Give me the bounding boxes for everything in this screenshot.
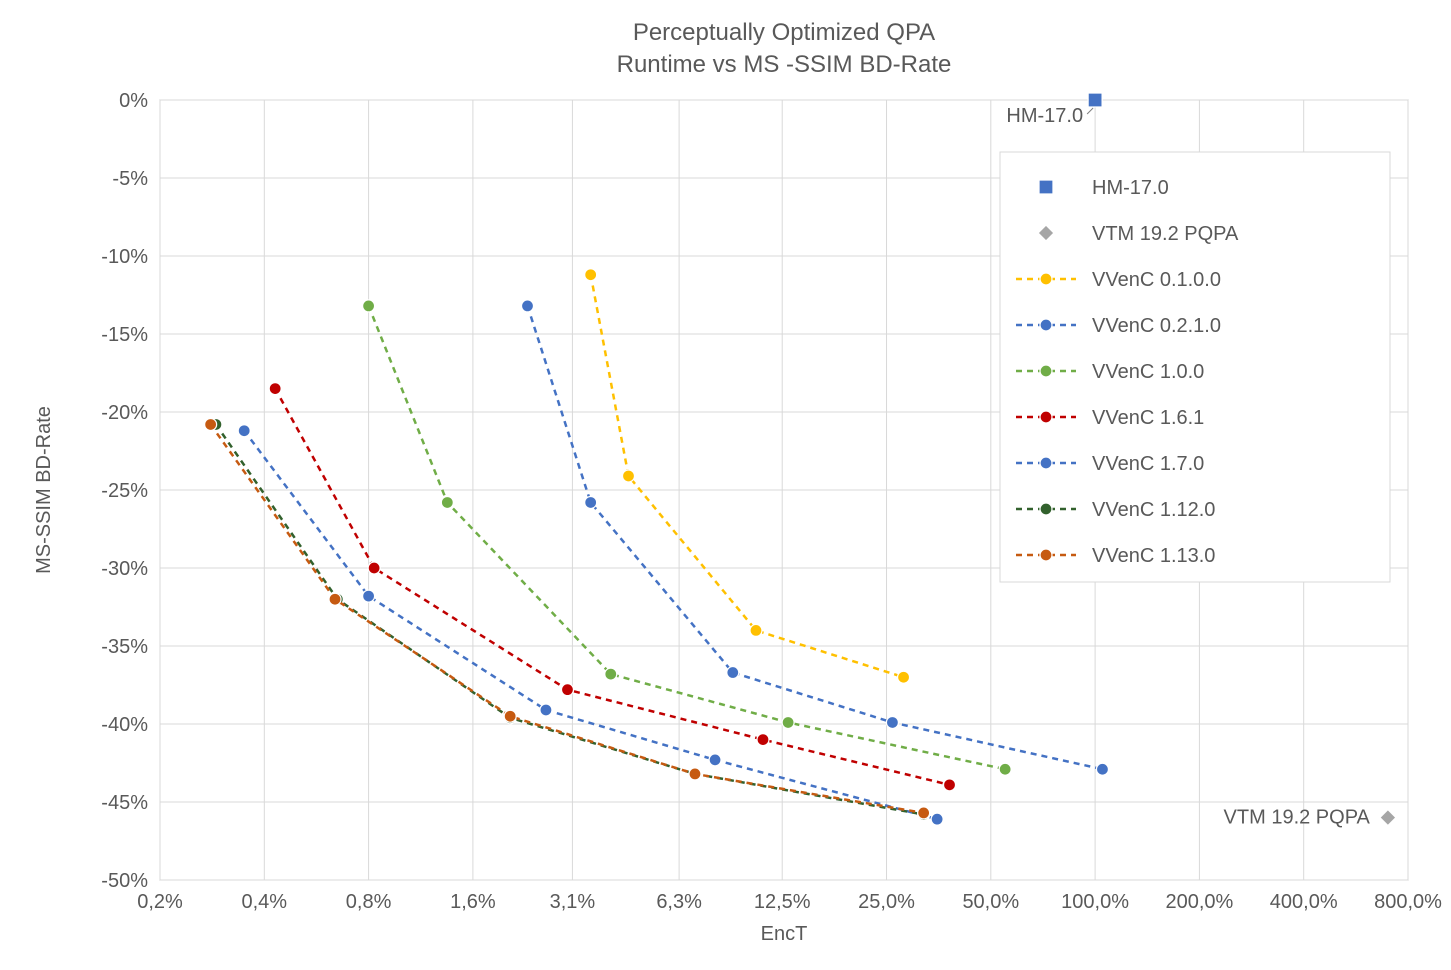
legend-label: VVenC 1.12.0 [1092,499,1215,521]
annotation: HM-17.0 [1006,105,1083,127]
legend-label: VVenC 1.13.0 [1092,545,1215,567]
y-tick-label: -25% [101,480,148,502]
y-tick-label: 0% [119,90,148,112]
x-tick-label: 0,2% [137,891,183,913]
chart: Perceptually Optimized QPA Runtime vs MS … [0,0,1451,970]
x-tick-label: 12,5% [754,891,811,913]
x-tick-label: 100,0% [1061,891,1129,913]
legend-label: VVenC 1.0.0 [1092,361,1204,383]
x-tick-label: 800,0% [1374,891,1442,913]
y-tick-label: -50% [101,870,148,892]
x-axis-label: EncT [761,923,808,945]
legend-label: VVenC 1.6.1 [1092,407,1204,429]
x-tick-label: 0,8% [346,891,392,913]
legend-label: VVenC 0.1.0.0 [1092,269,1221,291]
legend-label: HM-17.0 [1092,177,1169,199]
x-tick-label: 3,1% [550,891,596,913]
legend-label: VVenC 0.2.1.0 [1092,315,1221,337]
x-tick-label: 400,0% [1270,891,1338,913]
y-tick-label: -45% [101,792,148,814]
legend-item [1039,180,1053,194]
x-tick-label: 200,0% [1165,891,1233,913]
chart-title-1: Perceptually Optimized QPA [633,19,935,46]
y-tick-label: -35% [101,636,148,658]
x-tick-label: 25,0% [858,891,915,913]
y-tick-label: -30% [101,558,148,580]
y-tick-label: -15% [101,324,148,346]
x-tick-label: 6,3% [656,891,702,913]
x-tick-label: 1,6% [450,891,496,913]
y-tick-label: -10% [101,246,148,268]
x-tick-label: 0,4% [242,891,288,913]
chart-title-2: Runtime vs MS -SSIM BD-Rate [617,51,952,78]
x-tick-label: 50,0% [962,891,1019,913]
legend-label: VVenC 1.7.0 [1092,453,1204,475]
annotation: VTM 19.2 PQPA [1224,807,1371,829]
y-tick-label: -40% [101,714,148,736]
y-axis-label: MS-SSIM BD-Rate [33,406,55,574]
legend-label: VTM 19.2 PQPA [1092,223,1239,245]
y-tick-label: -5% [112,168,148,190]
series-HM-17-0 [1088,93,1102,107]
y-tick-label: -20% [101,402,148,424]
